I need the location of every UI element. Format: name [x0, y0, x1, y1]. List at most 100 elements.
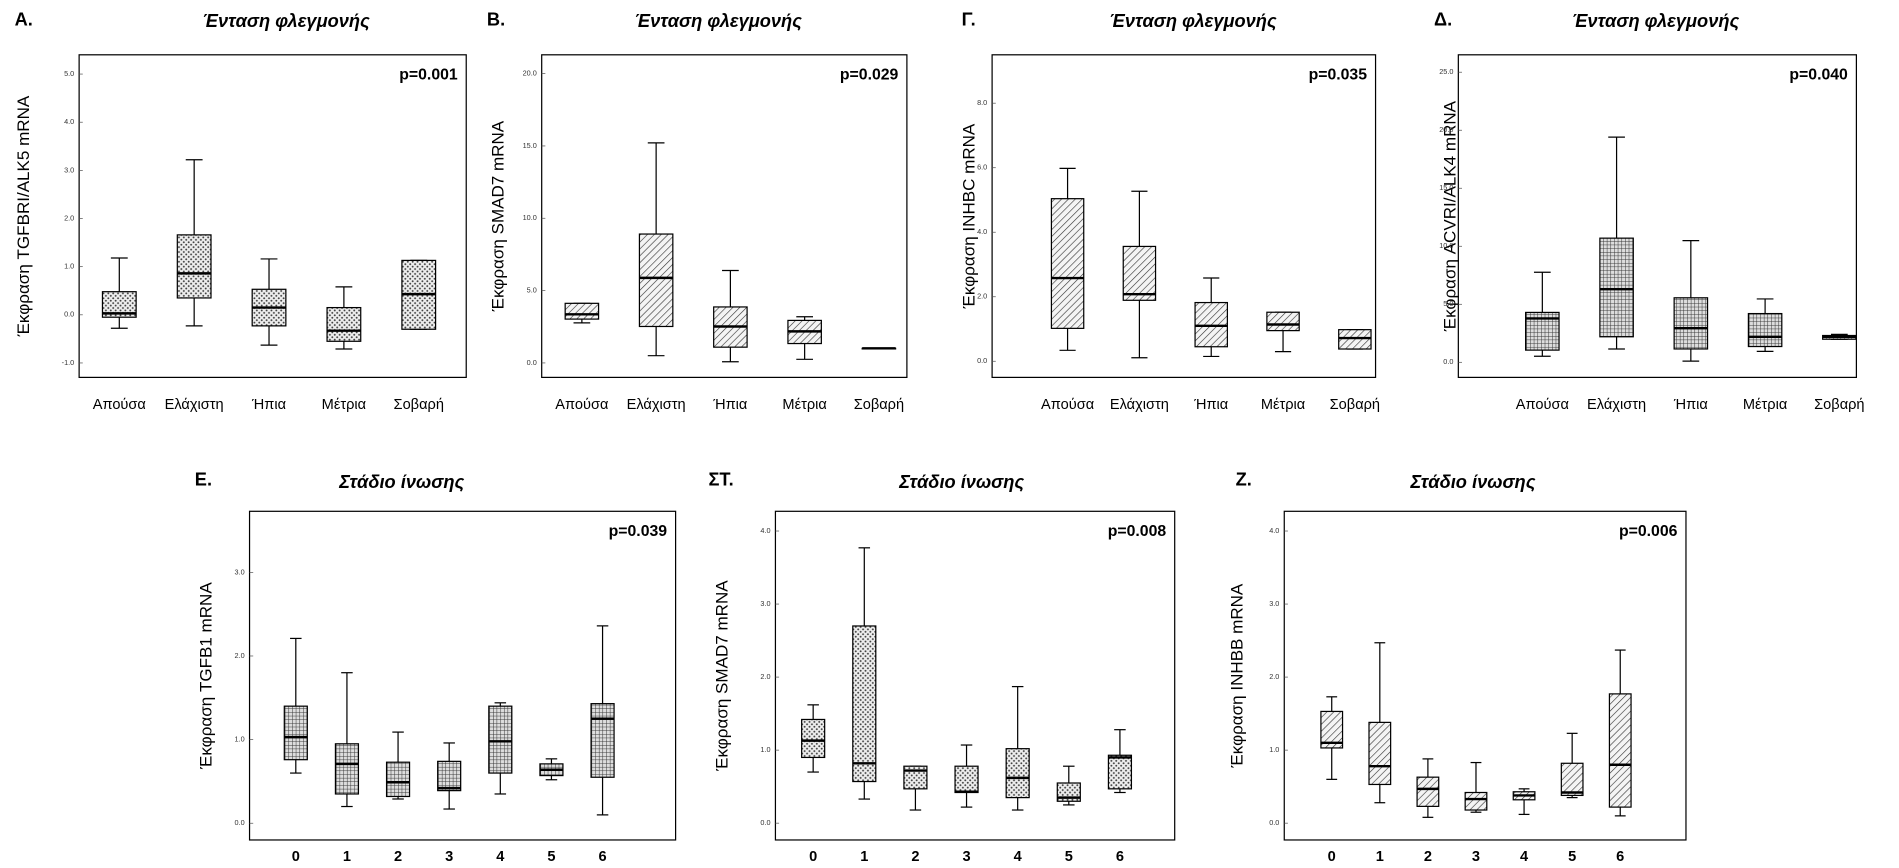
- y-tick-label: 1.0: [1269, 745, 1279, 754]
- box: [1050, 198, 1085, 329]
- x-tick-label: 3: [445, 849, 453, 865]
- plot-frame: [248, 510, 677, 841]
- x-tick-label: Ήπια: [251, 397, 287, 413]
- y-axis-label: Έκφραση SMAD7 mRNA: [713, 580, 732, 772]
- y-tick-label: 2.0: [235, 651, 245, 660]
- x-tick-label: 3: [1472, 849, 1480, 865]
- y-tick-label: 10.0: [1439, 241, 1453, 250]
- y-tick-label: 0.0: [235, 818, 245, 827]
- plot-frame: [541, 54, 908, 379]
- y-tick-label: 3.0: [1269, 599, 1279, 608]
- box: [1368, 721, 1392, 786]
- box: [1673, 297, 1709, 350]
- box: [1338, 329, 1372, 350]
- box: [564, 302, 600, 320]
- panel-label: Δ.: [1434, 9, 1452, 30]
- plot-frame: [78, 54, 467, 379]
- x-tick-label: Ελάχιστη: [1110, 397, 1169, 413]
- box: [1464, 791, 1488, 811]
- panel-label: ΣΤ.: [708, 469, 733, 490]
- y-tick-label: 1.0: [235, 735, 245, 744]
- x-tick-label: Ελάχιστη: [1587, 397, 1646, 413]
- box: [638, 233, 674, 328]
- x-tick-label: 4: [1014, 849, 1023, 865]
- x-tick-label: Σοβαρή: [1330, 397, 1380, 413]
- x-tick-label: Σοβαρή: [854, 397, 904, 413]
- x-tick-label: Ήπια: [1193, 397, 1229, 413]
- y-tick-label: 8.0: [977, 98, 987, 107]
- x-tick-label: Ελάχιστη: [627, 397, 686, 413]
- box: [852, 625, 877, 783]
- panel-title: Ένταση φλεγμονής: [1109, 10, 1277, 31]
- x-tick-label: 5: [547, 849, 555, 865]
- p-value: p=0.006: [1619, 523, 1678, 540]
- box: [334, 743, 360, 795]
- panel-label: A.: [15, 9, 33, 30]
- box: [437, 760, 462, 792]
- x-tick-label: 2: [394, 849, 402, 865]
- y-axis-label: Έκφραση TGFB1 mRNA: [196, 582, 215, 770]
- x-tick-label: Απούσα: [1516, 397, 1570, 413]
- y-tick-label: 3.0: [760, 599, 770, 608]
- plot-frame: [1283, 510, 1687, 841]
- box: [1122, 245, 1157, 301]
- box: [801, 718, 826, 759]
- y-tick-label: 4.0: [1269, 526, 1279, 535]
- y-tick-label: 15.0: [1439, 183, 1453, 192]
- p-value: p=0.029: [840, 67, 899, 84]
- panel-title: Ένταση φλεγμονής: [635, 10, 803, 31]
- box: [903, 765, 928, 790]
- box: [176, 234, 212, 299]
- y-tick-label: 0.0: [64, 310, 74, 319]
- box: [385, 761, 411, 798]
- box: [1266, 311, 1300, 332]
- y-tick-label: 3.0: [64, 165, 74, 174]
- panel-title: Στάδιο ίνωσης: [1409, 471, 1535, 492]
- box: [1560, 762, 1584, 797]
- x-tick-label: 5: [1065, 849, 1073, 865]
- y-tick-label: 4.0: [760, 526, 770, 535]
- y-tick-label: 0.0: [760, 818, 770, 827]
- panel-label: B.: [487, 9, 505, 30]
- p-value: p=0.035: [1309, 67, 1368, 84]
- y-tick-label: 0.0: [527, 358, 537, 367]
- box: [1005, 748, 1030, 799]
- box: [283, 705, 308, 761]
- panel-title: Στάδιο ίνωσης: [338, 471, 464, 492]
- x-tick-label: Απούσα: [555, 397, 609, 413]
- y-tick-label: -1.0: [62, 358, 75, 367]
- y-tick-label: 2.0: [64, 213, 74, 222]
- x-tick-label: 6: [599, 849, 607, 865]
- x-tick-label: Ήπια: [712, 397, 748, 413]
- x-tick-label: 2: [1424, 849, 1432, 865]
- x-tick-label: Σοβαρή: [1814, 397, 1864, 413]
- x-tick-label: Μέτρια: [1743, 397, 1788, 413]
- y-tick-label: 20.0: [523, 69, 537, 78]
- x-tick-label: Ήπια: [1673, 397, 1709, 413]
- y-tick-label: 4.0: [977, 227, 987, 236]
- x-tick-label: Ελάχιστη: [165, 397, 224, 413]
- box: [590, 703, 615, 778]
- box: [954, 765, 979, 794]
- x-tick-label: Σοβαρή: [394, 397, 444, 413]
- y-tick-label: 5.0: [64, 69, 74, 78]
- x-tick-label: 0: [1328, 849, 1336, 865]
- y-axis-label: Έκφραση TGFBRI/ALK5 mRNA: [14, 95, 33, 337]
- y-axis-label: Έκφραση ACVRI/ALK4 mRNA: [1441, 100, 1460, 332]
- p-value: p=0.039: [609, 523, 668, 540]
- x-tick-label: 1: [860, 849, 868, 865]
- plot-frame: [1457, 54, 1858, 379]
- plot-frame: [774, 510, 1176, 841]
- y-tick-label: 15.0: [523, 141, 537, 150]
- box: [488, 705, 513, 774]
- panel-label: E.: [195, 469, 212, 490]
- y-axis-label: Έκφραση INHBC mRNA: [960, 123, 979, 309]
- y-axis-label: Έκφραση SMAD7 mRNA: [489, 120, 508, 312]
- x-tick-label: 6: [1616, 849, 1624, 865]
- panel-label: Z.: [1236, 469, 1252, 490]
- plot-frame: [991, 54, 1377, 379]
- x-tick-label: 4: [1520, 849, 1529, 865]
- y-tick-label: 10.0: [523, 213, 537, 222]
- panel-label: Γ.: [962, 9, 976, 30]
